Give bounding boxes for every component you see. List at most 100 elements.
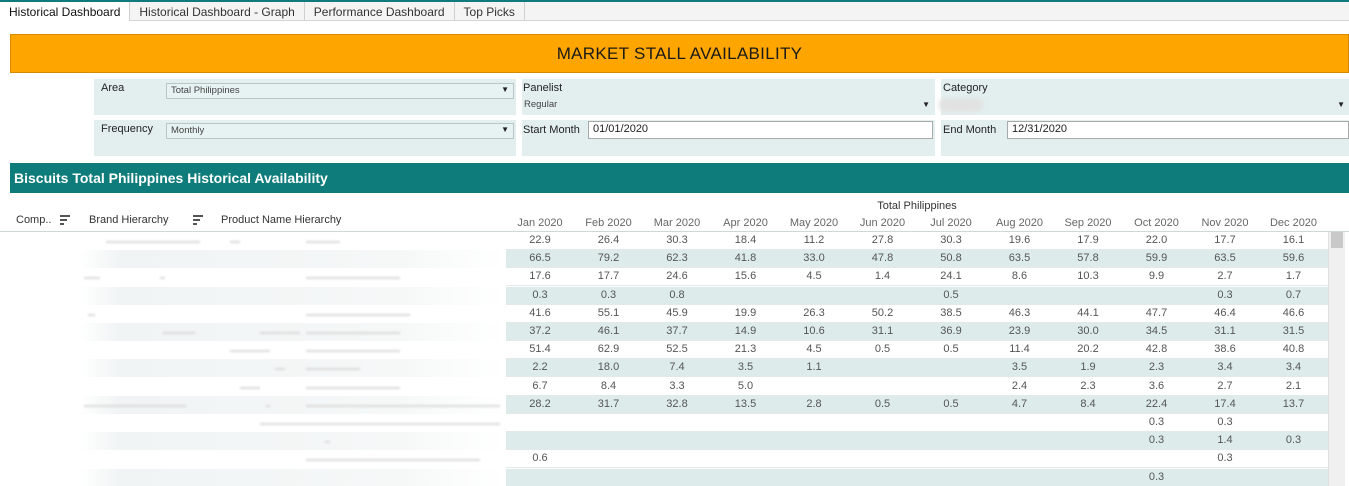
month-header: Feb 2020: [585, 217, 632, 229]
value-cell: 62.3: [666, 252, 688, 265]
scrollbar-thumb[interactable]: [1331, 232, 1343, 248]
panelist-select[interactable]: Regular ▼: [524, 99, 934, 115]
value-cell: 2.7: [1217, 379, 1233, 392]
row-values-bg: [506, 341, 1328, 360]
value-cell: 0.3: [600, 288, 617, 301]
value-cell: 22.9: [529, 234, 551, 246]
value-cell: 33.0: [803, 252, 825, 265]
category-label: Category: [943, 82, 988, 94]
table-row[interactable]: 66.5 79.2 62.3 41.8 33.0 47.8 50.8 63.5 57.8 59.9…: [0, 250, 1328, 269]
redacted-value: [939, 98, 983, 112]
value-cell: 46.4: [1214, 306, 1236, 319]
table-row[interactable]: 0.3: [0, 468, 1328, 486]
column-header-company[interactable]: Comp..: [16, 214, 52, 226]
row-values-bg: [506, 468, 1328, 486]
value-cell: 10.6: [803, 325, 825, 337]
month-header: Oct 2020: [1134, 217, 1179, 229]
value-cell: 3.6: [1148, 379, 1165, 392]
value-cell: 21.3: [734, 343, 757, 356]
row-hierarchy-cell: [0, 432, 506, 451]
value-cell: 47.7: [1145, 306, 1168, 319]
value-cell: 46.6: [1282, 306, 1305, 319]
row-values-bg: [506, 323, 1328, 341]
value-cell: 0.3: [532, 288, 548, 301]
value-cell: 4.5: [806, 343, 822, 356]
value-cell: 31.5: [1282, 325, 1305, 337]
row-values-bg: [506, 378, 1328, 396]
section-title: Biscuits Total Philippines Historical Av…: [10, 163, 1349, 193]
table-row[interactable]: 0.6 0.3: [0, 450, 1328, 469]
value-cell: 2.7: [1217, 270, 1233, 283]
table-row[interactable]: 6.7 8.4 3.3 5.0 2.4 2.3 3.6 2.7 2.1: [0, 378, 1328, 396]
panelist-filter: [522, 79, 935, 115]
value-cell: 0.5: [943, 397, 959, 410]
value-cell: 22.4: [1145, 397, 1168, 410]
sort-icon[interactable]: [60, 215, 70, 225]
value-cell: 27.8: [871, 234, 894, 246]
frequency-select[interactable]: Monthly ▼: [166, 123, 514, 139]
month-header: Sep 2020: [1064, 217, 1112, 229]
value-cell: 59.6: [1282, 252, 1305, 265]
row-values-bg: [506, 395, 1328, 414]
table-row[interactable]: 0.3 0.3: [0, 414, 1328, 432]
value-cell: 31.1: [871, 325, 894, 337]
value-cell: 8.4: [1080, 397, 1096, 410]
column-header-product[interactable]: Product Name Hierarchy: [221, 214, 342, 226]
value-cell: 30.3: [666, 234, 688, 246]
value-cell: 63.5: [1214, 252, 1236, 265]
value-cell: 10.3: [1077, 270, 1099, 283]
row-hierarchy-cell: [0, 359, 506, 378]
table-row[interactable]: 22.9 26.4 30.3 18.4 11.2 27.8 30.3 19.6 17.9 22.0…: [0, 232, 1328, 250]
table-row[interactable]: 0.3 1.4 0.3: [0, 432, 1328, 451]
redacted-label: [160, 277, 165, 280]
row-values-bg: [506, 450, 1328, 469]
chevron-down-icon: ▼: [922, 100, 930, 109]
value-cell: 5.0: [737, 379, 754, 392]
table-row[interactable]: 51.4 62.9 52.5 21.3 4.5 0.5 0.5 11.4 20.2 42.8 38.…: [0, 341, 1328, 360]
value-cell: 44.1: [1077, 306, 1099, 319]
tab-performance-dashboard[interactable]: Performance Dashboard: [305, 2, 455, 21]
value-cell: 30.3: [940, 234, 962, 246]
table-row[interactable]: 28.2 31.7 32.8 13.5 2.8 0.5 0.5 4.7 8.4 22.4 17.4 1…: [0, 395, 1328, 414]
table-row[interactable]: 17.6 17.7 24.6 15.6 4.5 1.4 24.1 8.6 10.3 9.9 2.7 1…: [0, 268, 1328, 287]
value-cell: 17.7: [1214, 234, 1236, 246]
start-month-input[interactable]: 01/01/2020: [588, 121, 933, 139]
sort-icon[interactable]: [193, 215, 203, 225]
value-cell: 0.5: [943, 288, 959, 301]
value-cell: 0.3: [1285, 434, 1302, 447]
value-cell: 2.2: [532, 361, 548, 374]
redacted-label: [306, 332, 400, 334]
panelist-label: Panelist: [523, 82, 563, 94]
category-select[interactable]: ▼: [990, 99, 1349, 115]
value-cell: 3.5: [737, 361, 754, 374]
table-row[interactable]: 0.3 0.3 0.8 0.5 0.3 0.7: [0, 286, 1328, 305]
end-month-input[interactable]: 12/31/2020: [1007, 121, 1349, 139]
column-header-brand[interactable]: Brand Hierarchy: [89, 214, 169, 226]
value-cell: 2.8: [806, 397, 822, 410]
value-cell: 38.6: [1214, 343, 1236, 356]
tab-historical-dashboard[interactable]: Historical Dashboard: [0, 2, 131, 21]
value-cell: 1.9: [1080, 361, 1096, 374]
row-hierarchy-cell: [0, 468, 506, 486]
table-row[interactable]: 2.2 18.0 7.4 3.5 1.1 3.5 1.9 2.3 3.4 3.4: [0, 359, 1328, 378]
value-cell: 28.2: [529, 397, 551, 410]
filter-panel: Area Total Philippines ▼ Panelist Regula…: [10, 79, 1349, 157]
value-cell: 3.4: [1217, 361, 1233, 374]
vertical-scrollbar[interactable]: [1328, 232, 1345, 486]
value-cell: 3.4: [1285, 361, 1302, 374]
tab-historical-dashboard-graph[interactable]: Historical Dashboard - Graph: [130, 2, 305, 21]
area-select[interactable]: Total Philippines ▼: [166, 83, 514, 99]
month-header: Mar 2020: [653, 217, 701, 229]
value-cell: 11.4: [1009, 343, 1030, 356]
table-row[interactable]: 37.2 46.1 37.7 14.9 10.6 31.1 36.9 23.9 30.0 34.5…: [0, 323, 1328, 341]
value-cell: 0.3: [1217, 452, 1233, 465]
row-hierarchy-cell: [0, 268, 506, 286]
value-cell: 66.5: [529, 252, 551, 265]
tab-top-picks[interactable]: Top Picks: [455, 2, 525, 21]
value-cell: 6.7: [532, 379, 548, 392]
table-row[interactable]: 41.6 55.1 45.9 19.9 26.3 50.2 38.5 46.3 44.1 47.7…: [0, 305, 1328, 323]
row-hierarchy-cell: [0, 250, 506, 269]
month-header: Aug 2020: [995, 217, 1044, 229]
value-cell: 7.4: [669, 361, 685, 374]
value-cell: 1.4: [874, 270, 891, 283]
